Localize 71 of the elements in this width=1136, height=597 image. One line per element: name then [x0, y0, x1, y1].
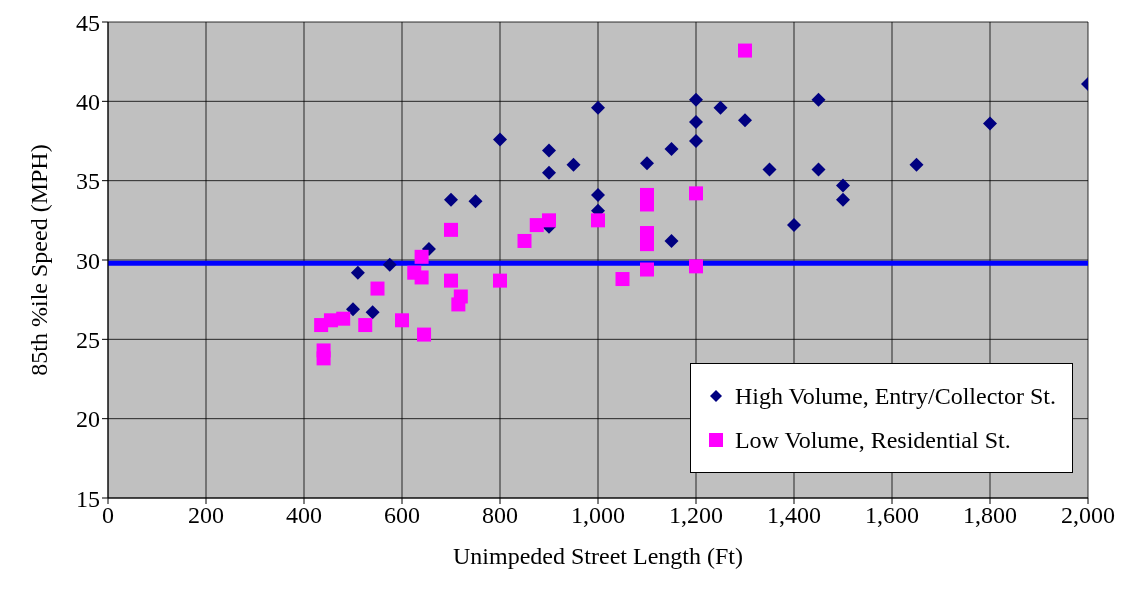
point: [382, 257, 397, 272]
x-tick-label: 400: [286, 502, 322, 529]
x-tick-label: 200: [188, 502, 224, 529]
x-tick-label: 1,600: [865, 502, 919, 529]
point: [350, 265, 365, 280]
point: [566, 157, 581, 172]
point: [836, 192, 850, 207]
point: [493, 273, 507, 288]
point: [542, 213, 556, 228]
y-tick-label: 40: [76, 88, 100, 115]
point: [615, 272, 630, 287]
point: [542, 165, 556, 180]
point: [738, 113, 752, 128]
point: [983, 116, 997, 131]
point: [640, 156, 654, 171]
point: [738, 43, 752, 58]
point: [909, 157, 924, 172]
point: [529, 218, 544, 233]
y-tick-label: 30: [76, 247, 100, 274]
point: [444, 273, 458, 288]
point: [365, 305, 380, 320]
point: [591, 100, 605, 115]
point: [811, 92, 826, 107]
point: [414, 270, 429, 285]
point: [468, 194, 483, 209]
point: [493, 132, 507, 147]
point: [836, 178, 850, 193]
point: [640, 262, 654, 277]
point: [664, 141, 679, 156]
x-tick-label: 0: [102, 502, 114, 529]
point: [762, 162, 777, 177]
x-axis-title: Unimpeded Street Length (Ft): [453, 543, 743, 569]
point: [358, 318, 373, 333]
point: [336, 311, 351, 326]
x-tick-label: 1,400: [767, 502, 821, 529]
point: [395, 313, 409, 328]
x-tick-label: 2,000: [1061, 502, 1115, 529]
point: [370, 281, 385, 296]
point: [689, 186, 703, 201]
y-tick-label: 35: [76, 168, 100, 195]
x-tick-label: 1,000: [571, 502, 625, 529]
y-tick-label: 20: [76, 406, 100, 433]
point: [453, 289, 468, 304]
point: [414, 249, 429, 264]
point: [316, 351, 331, 366]
point: [787, 218, 801, 233]
point: [444, 222, 458, 237]
x-tick-label: 1,800: [963, 502, 1017, 529]
point: [417, 327, 432, 342]
x-tick-label: 800: [482, 502, 518, 529]
point: [689, 114, 703, 129]
y-tick-label: 45: [76, 9, 100, 36]
point: [346, 302, 360, 317]
y-axis-title: 85th %ile Speed (MPH): [25, 144, 52, 376]
legend-label: Low Volume, Residential St.: [734, 426, 1011, 454]
y-tick-label: 25: [76, 326, 100, 353]
point: [713, 100, 728, 115]
x-tick-label: 600: [384, 502, 420, 529]
point: [591, 187, 605, 202]
point: [689, 92, 703, 107]
x-tick-label: 1,200: [669, 502, 723, 529]
point: [542, 143, 556, 158]
point: [591, 213, 605, 228]
point: [664, 233, 679, 248]
legend-label: High Volume, Entry/Collector St.: [734, 382, 1056, 410]
point: [689, 134, 703, 148]
point: [811, 162, 826, 177]
point: [444, 192, 458, 207]
point: [689, 259, 703, 274]
point: [517, 233, 532, 248]
y-tick-label: 15: [76, 485, 100, 512]
